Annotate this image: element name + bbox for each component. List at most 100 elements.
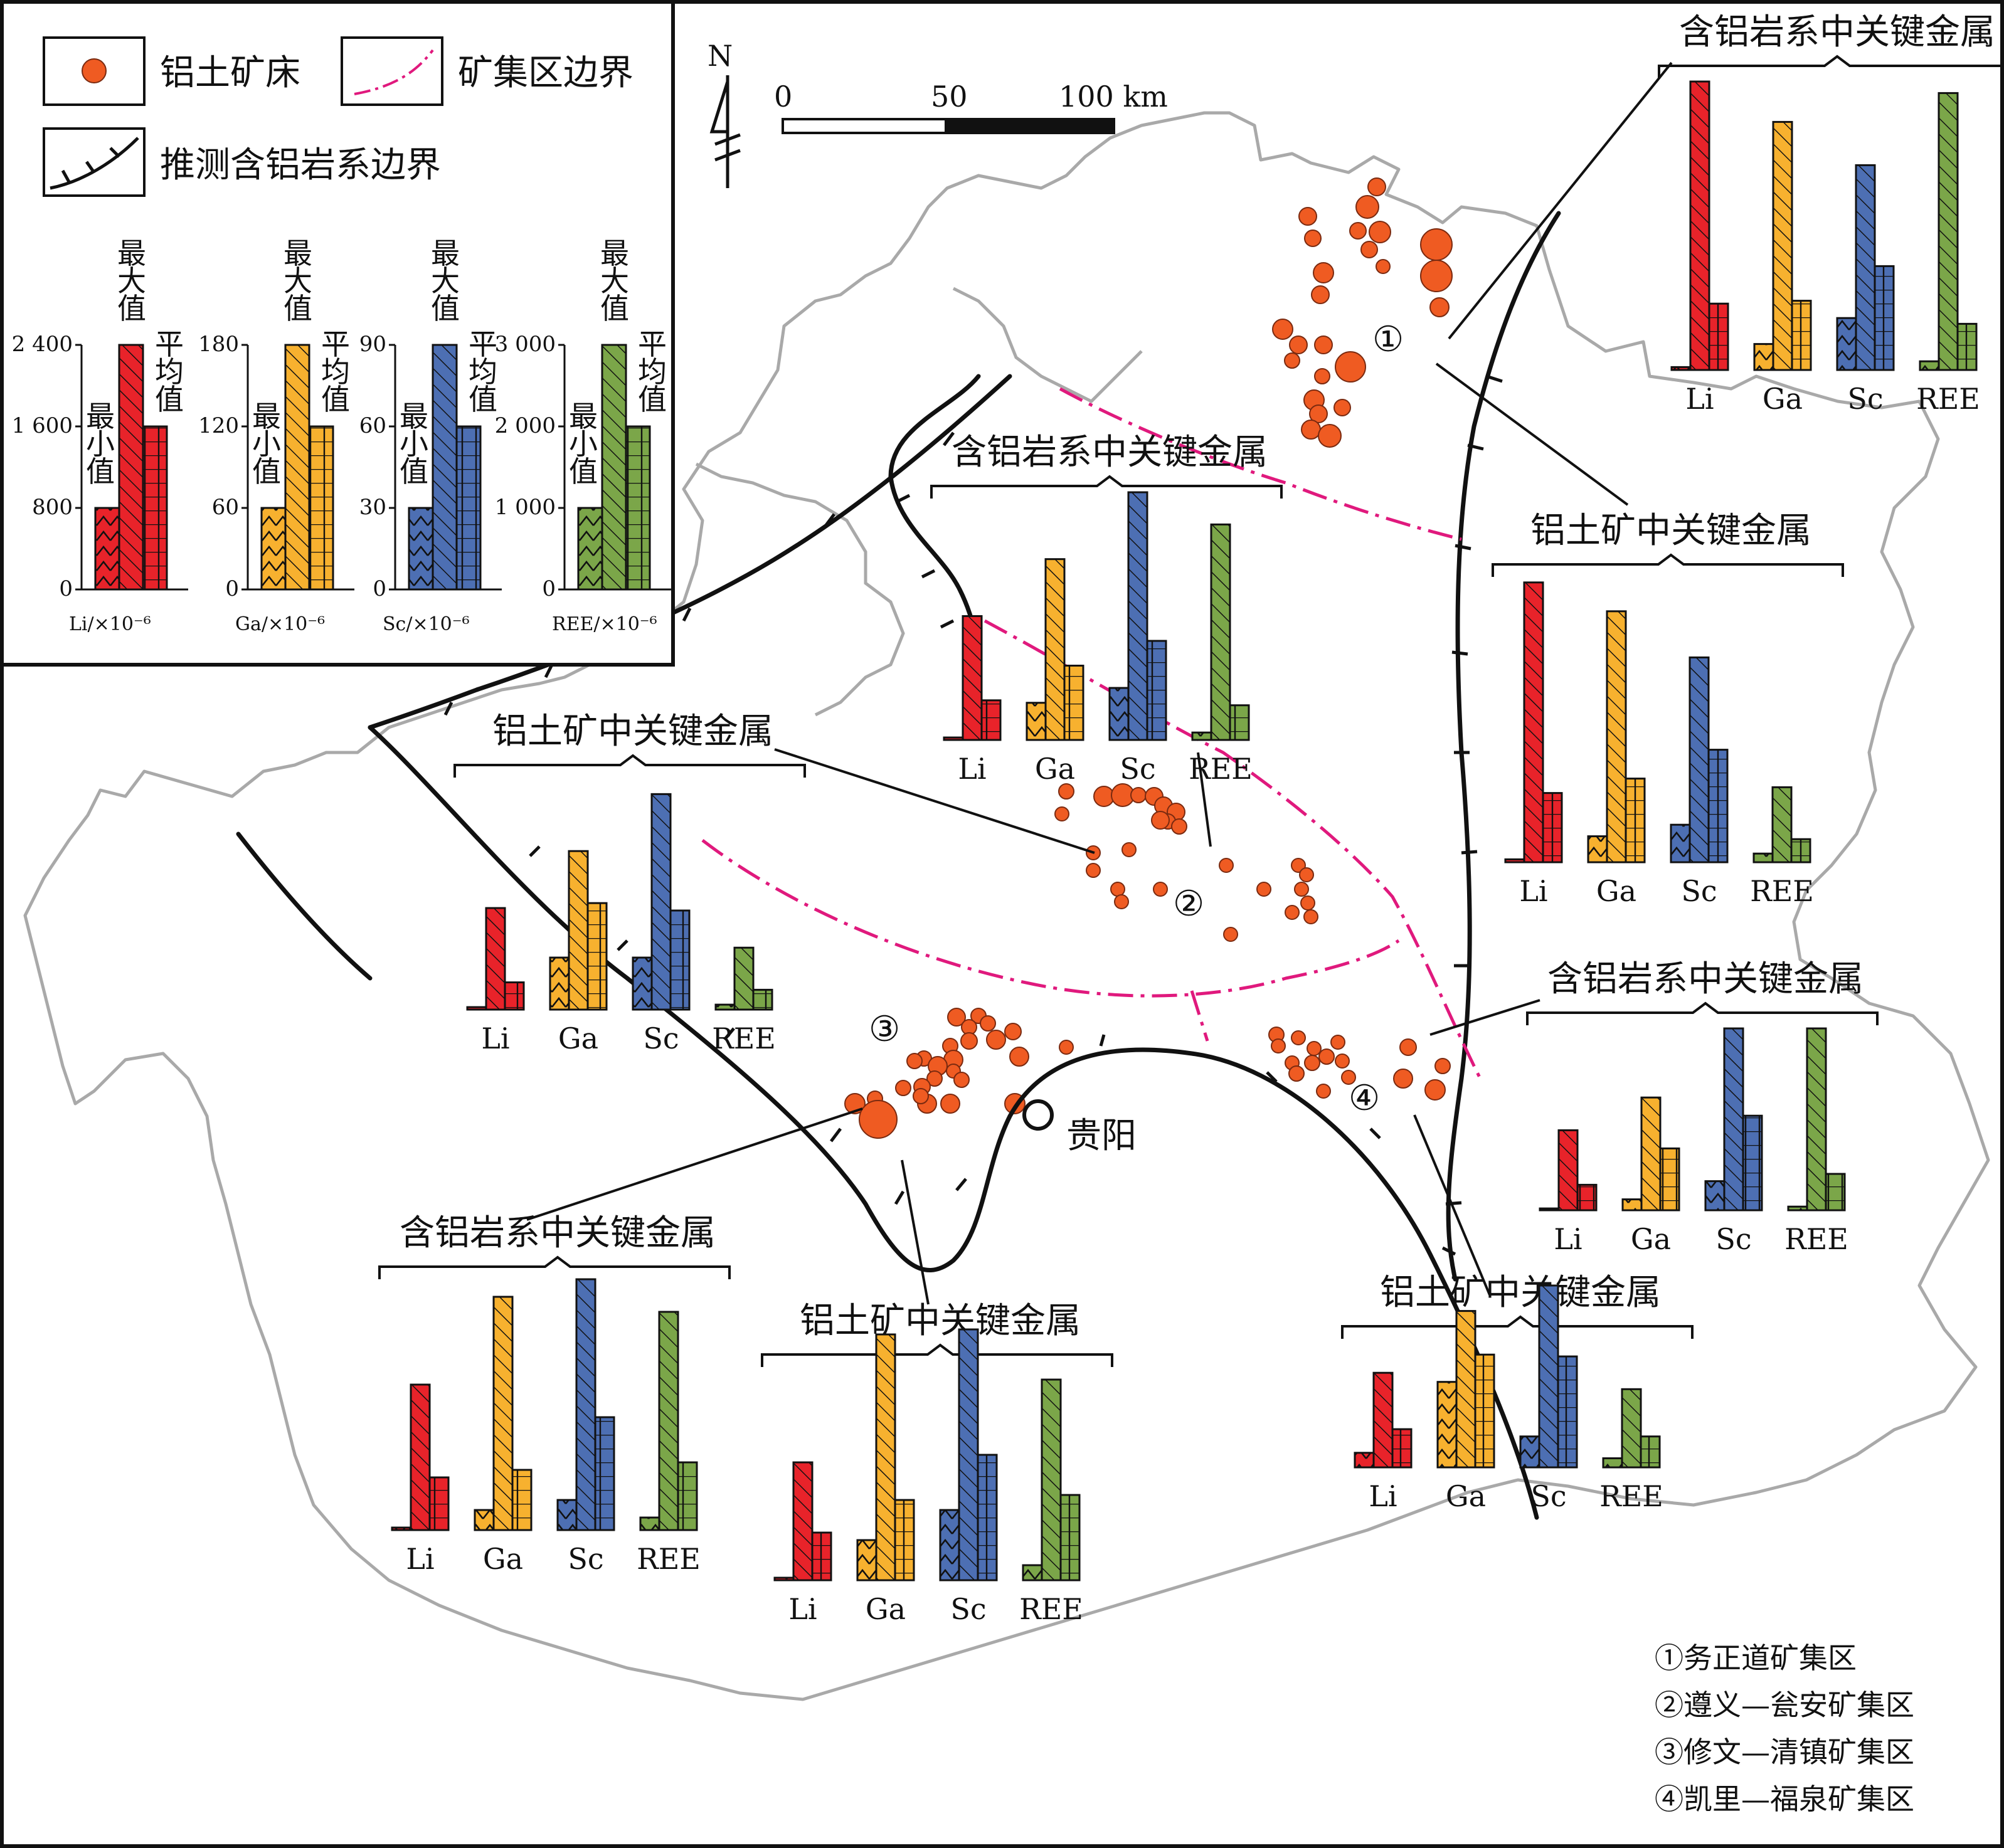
chart5-label-sc: Sc xyxy=(568,1542,603,1576)
boundary-tick-0 xyxy=(1486,374,1503,383)
legend-avg-label-sc-2: 值 xyxy=(469,383,497,416)
chart4-bar-max-ga xyxy=(568,850,589,1011)
chart6-bar-avg-li xyxy=(811,1531,832,1581)
boundary-ticks xyxy=(443,374,1503,1256)
chart1-bar-min-ree xyxy=(1919,360,1940,371)
legend-max-label-ga-2: 值 xyxy=(284,292,312,325)
deposit-52 xyxy=(980,1015,996,1032)
legend-unit-ga: Ga/×10⁻⁶ xyxy=(235,613,325,635)
legend-bar-max-ga xyxy=(284,344,310,591)
chart4-bar-max-ree xyxy=(733,946,755,1011)
chart4-bar-min-ga xyxy=(549,956,570,1011)
district-chart-5: 含铝岩系中关键金属 Li Ga Sc REE xyxy=(378,1213,731,1576)
deposit-3 xyxy=(1349,222,1367,240)
legend-max-label-ree-2: 值 xyxy=(600,292,629,325)
deposit-79 xyxy=(1307,1041,1322,1056)
legend-max-label-ree-0: 最 xyxy=(600,236,629,270)
legend-min-label-li-1: 小 xyxy=(86,427,115,461)
deposit-91 xyxy=(1316,1084,1331,1099)
deposit-19 xyxy=(1309,404,1328,423)
chart5-label-ga: Ga xyxy=(483,1542,523,1576)
chart1-label-sc: Sc xyxy=(1847,382,1883,416)
district-list-item-4: ④凯里—福泉矿集区 xyxy=(1655,1782,1914,1816)
district-chart-2: 铝土矿中关键金属 Li Ga Sc REE xyxy=(1492,510,1844,908)
chart4-bar-max-li xyxy=(485,907,506,1011)
deposit-48 xyxy=(1114,894,1129,909)
deposit-75 xyxy=(895,1080,911,1096)
chart6-bar-max-li xyxy=(792,1461,814,1581)
deposit-50 xyxy=(947,1008,966,1027)
legend-avg-label-sc-1: 均 xyxy=(469,355,497,389)
legend-max-label-sc-1: 大 xyxy=(431,264,460,298)
legend-avg-label-li-0: 平 xyxy=(155,327,184,361)
chart3-bar-avg-li xyxy=(980,699,1002,741)
bauxite-deposits xyxy=(844,177,1453,1139)
chart3-label-li: Li xyxy=(958,752,986,786)
province-detail-west xyxy=(695,462,905,717)
boundary-tick-19 xyxy=(1099,1034,1106,1047)
chart6-bar-min-ree xyxy=(1022,1564,1043,1581)
chart3-bar-avg-sc xyxy=(1146,640,1167,741)
district-marker-3: ③ xyxy=(869,1009,900,1050)
legend-avg-label-ree-2: 值 xyxy=(638,383,667,416)
deposit-85 xyxy=(1288,1065,1305,1082)
deposit-81 xyxy=(1318,1048,1335,1065)
boundary-tick-9 xyxy=(824,513,835,528)
chart-leader-lines xyxy=(526,61,1673,1305)
chart6-bar-min-ga xyxy=(856,1539,877,1581)
chart1-bar-avg-ga xyxy=(1791,300,1812,371)
legend-unit-ree: REE/×10⁻⁶ xyxy=(552,613,657,635)
deposit-2 xyxy=(1298,207,1317,226)
boundary-tick-12 xyxy=(443,701,453,716)
legend-bar-avg-sc xyxy=(455,425,482,591)
district-chart-1: 含铝岩系中关键金属 Li Ga Sc REE xyxy=(1658,12,2004,416)
legend-max-label-ree-1: 大 xyxy=(600,264,629,298)
boundary-tick-20 xyxy=(1266,1071,1278,1083)
chart2-bar-max-ga xyxy=(1606,610,1627,863)
chart7-bar-max-ree xyxy=(1806,1027,1827,1212)
boundary-tick-23 xyxy=(921,569,936,579)
chart2-bar-avg-ga xyxy=(1625,778,1646,863)
boundary-tick-5 xyxy=(1461,850,1478,855)
legend-deposit-label: 铝土矿床 xyxy=(160,53,300,93)
chart1-bar-min-li xyxy=(1670,366,1692,371)
legend-max-label-li-1: 大 xyxy=(117,264,146,298)
chart8-bar-avg-li xyxy=(1391,1428,1413,1469)
chart-brace-6 xyxy=(761,1343,1113,1367)
chart5-bar-avg-ga xyxy=(511,1469,533,1531)
chart-title-5: 含铝岩系中关键金属 xyxy=(400,1213,716,1254)
deposit-22 xyxy=(1333,399,1351,416)
deposit-59 xyxy=(906,1053,923,1069)
chart6-label-li: Li xyxy=(788,1592,817,1626)
legend-tick-ree-3: 0 xyxy=(542,576,556,601)
boundary-tick-17 xyxy=(894,1190,905,1205)
boundary-tick-10 xyxy=(682,607,692,622)
deposit-10 xyxy=(1376,259,1391,274)
chart-title-3: 含铝岩系中关键金属 xyxy=(952,432,1268,473)
chart1-bar-min-sc xyxy=(1836,317,1857,371)
chart4-bar-min-ree xyxy=(714,1003,736,1011)
legend-avg-label-sc-0: 平 xyxy=(469,327,497,361)
legend-bar-min-ga xyxy=(260,507,287,591)
legend-district-boundary-label: 矿集区边界 xyxy=(458,53,634,93)
chart1-bar-min-ga xyxy=(1753,343,1774,371)
chart4-bar-avg-li xyxy=(504,981,525,1011)
district-list-item-2: ②遵义—瓮安矿集区 xyxy=(1655,1688,1914,1722)
district-chart-4: 铝土矿中关键金属 Li Ga Sc REE xyxy=(453,711,806,1055)
chart6-bar-max-ga xyxy=(875,1333,896,1581)
legend-inferred-boundary-label: 推测含铝岩系边界 xyxy=(160,145,441,186)
boundary-tick-22 xyxy=(1441,1246,1456,1256)
deposit-4 xyxy=(1369,221,1391,243)
legend-max-label-sc-0: 最 xyxy=(431,236,460,270)
deposit-54 xyxy=(986,1030,1006,1050)
legend-tick-li-3: 0 xyxy=(59,576,73,601)
legend-tick-li-1: 1 600 xyxy=(12,413,73,438)
legend-min-label-sc-1: 小 xyxy=(400,427,428,461)
chart5-bar-avg-sc xyxy=(594,1416,615,1531)
deposit-34 xyxy=(1151,811,1170,830)
chart-brace-1 xyxy=(1658,55,2004,78)
legend-bar-avg-ree xyxy=(625,425,651,591)
